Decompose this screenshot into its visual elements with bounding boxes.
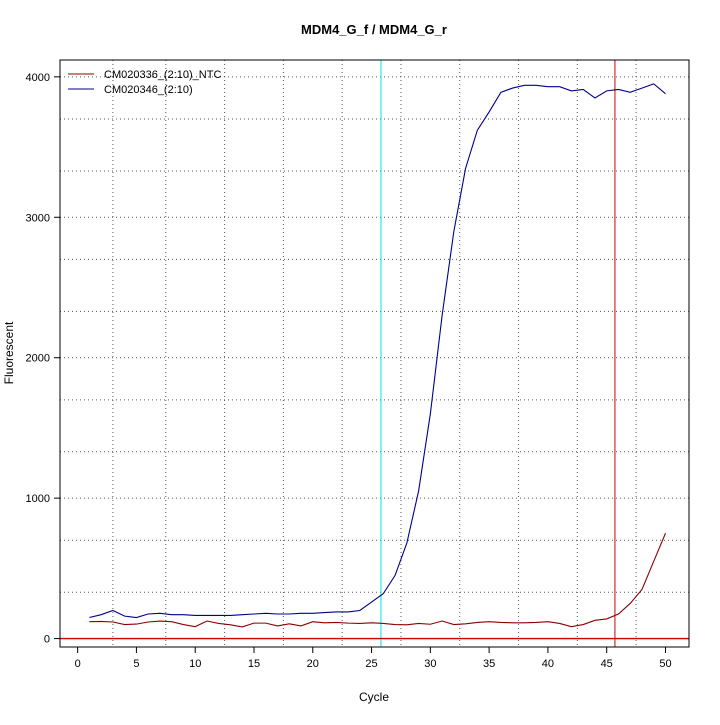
grid-lines (60, 60, 689, 647)
y-axis: 0 1000 2000 3000 4000 (26, 72, 60, 646)
x-tick-label: 15 (248, 658, 260, 670)
x-tick-label: 10 (189, 658, 201, 670)
legend-label-2: CM020346_(2:10) (104, 84, 193, 96)
y-tick-label: 4000 (26, 72, 50, 84)
x-tick-label: 5 (133, 658, 139, 670)
y-tick-label: 3000 (26, 212, 50, 224)
series-lines (89, 83, 666, 628)
y-tick-label: 2000 (26, 353, 50, 365)
x-tick-label: 25 (365, 658, 377, 670)
x-tick-label: 0 (75, 658, 81, 670)
x-axis: 0 5 10 15 20 25 30 35 40 45 50 (75, 647, 672, 670)
series-line-1 (89, 533, 666, 628)
x-tick-label: 45 (601, 658, 613, 670)
marker-lines (60, 60, 689, 647)
y-tick-label: 0 (44, 634, 50, 646)
y-tick-label: 1000 (26, 493, 50, 505)
legend: CM020336_(2:10)_NTC CM020346_(2:10) (68, 69, 221, 96)
series-line-2 (89, 83, 666, 619)
legend-label-1: CM020336_(2:10)_NTC (104, 69, 221, 81)
chart-title: MDM4_G_f / MDM4_G_r (301, 22, 447, 37)
x-tick-label: 40 (542, 658, 554, 670)
plot-frame (59, 59, 690, 648)
x-tick-label: 20 (307, 658, 319, 670)
x-axis-label: Cycle (359, 690, 389, 704)
x-tick-label: 30 (424, 658, 436, 670)
x-tick-label: 50 (659, 658, 671, 670)
y-axis-label: Fluorescent (2, 321, 16, 384)
x-tick-label: 35 (483, 658, 495, 670)
